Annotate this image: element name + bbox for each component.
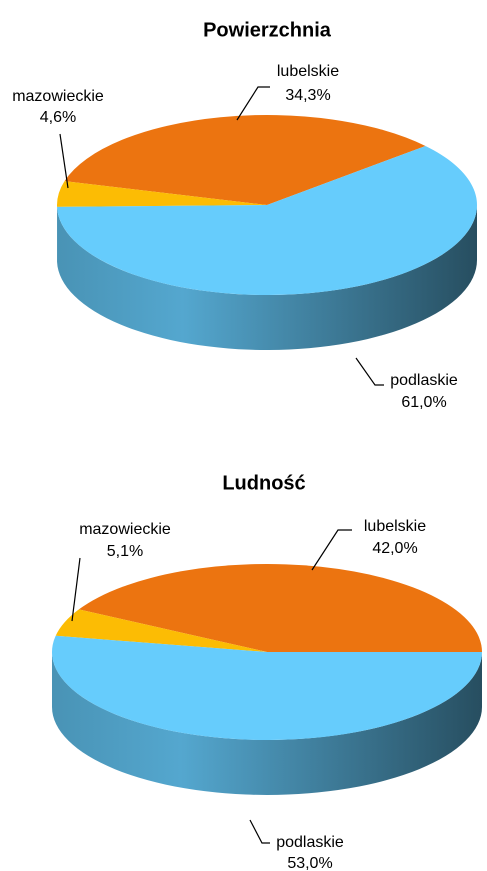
slice-value-label: 4,6% [40,109,76,126]
leader-line [355,357,384,386]
slice-label: lubelskie [277,63,339,80]
leader-line [249,819,270,844]
chart-title: Ludność [222,472,305,494]
slice-label: lubelskie [364,518,426,535]
slice [57,181,268,207]
slice-value-label: 42,0% [372,540,417,557]
slice-label: podlaskie [276,834,344,851]
chart-title: Powierzchnia [203,19,332,41]
slice-value-label: 5,1% [107,543,143,560]
leader-line [311,529,352,571]
slice-label: mazowieckie [79,521,171,538]
leader-line [59,133,69,189]
slice [55,609,267,652]
slice-value-label: 53,0% [287,855,332,871]
leader-line [71,557,81,622]
leader-line [236,86,270,121]
slice-side [52,652,482,795]
pie [57,114,477,350]
slice-label: podlaskie [390,372,458,389]
slice-label: mazowieckie [12,88,104,105]
slice-value-label: 61,0% [401,394,446,411]
pie [51,564,483,795]
slice [51,635,482,741]
slice [64,114,426,205]
slice [78,564,483,652]
slice-value-label: 34,3% [285,87,330,104]
slice [57,145,477,295]
slice-side [57,205,477,350]
